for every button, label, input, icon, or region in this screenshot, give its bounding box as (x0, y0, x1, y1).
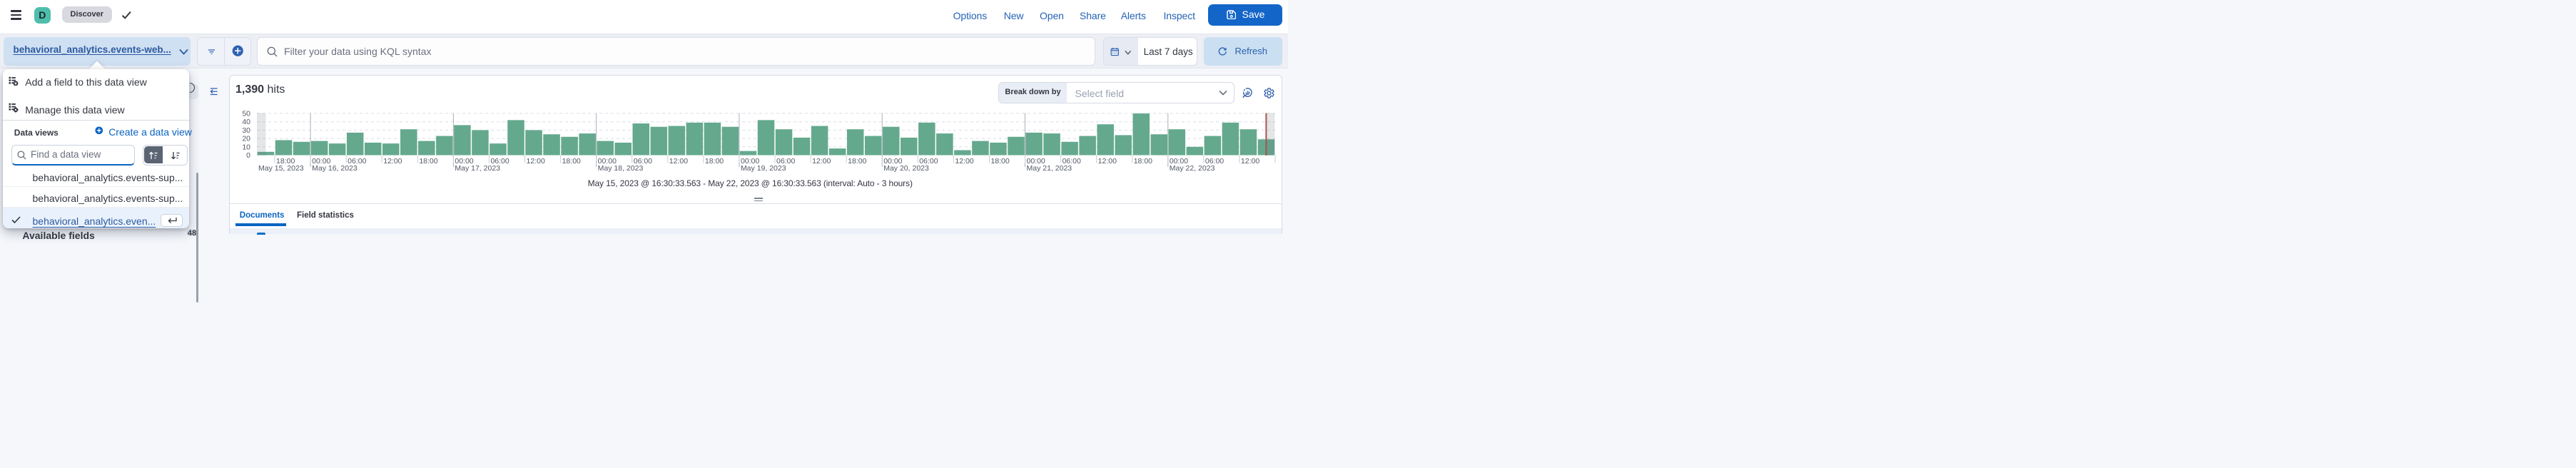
svg-text:10: 10 (242, 143, 250, 151)
svg-text:12:00: 12:00 (527, 157, 545, 166)
svg-text:18:00: 18:00 (848, 157, 866, 166)
svg-text:May 17, 2023: May 17, 2023 (455, 164, 500, 173)
svg-text:00:00: 00:00 (598, 157, 617, 166)
svg-text:May 22, 2023: May 22, 2023 (1170, 164, 1215, 173)
svg-text:18:00: 18:00 (990, 157, 1009, 166)
svg-text:40: 40 (242, 118, 250, 126)
svg-text:May 21, 2023: May 21, 2023 (1027, 164, 1073, 173)
svg-text:06:00: 06:00 (348, 157, 366, 166)
svg-text:06:00: 06:00 (919, 157, 938, 166)
svg-text:06:00: 06:00 (1063, 157, 1081, 166)
svg-text:30: 30 (242, 126, 250, 135)
svg-text:12:00: 12:00 (955, 157, 973, 166)
svg-text:00:00: 00:00 (883, 157, 902, 166)
svg-text:00:00: 00:00 (455, 157, 473, 166)
svg-text:06:00: 06:00 (776, 157, 795, 166)
svg-text:06:00: 06:00 (490, 157, 509, 166)
svg-text:May 16, 2023: May 16, 2023 (312, 164, 358, 173)
svg-text:06:00: 06:00 (1205, 157, 1224, 166)
svg-text:00:00: 00:00 (312, 157, 330, 166)
svg-text:0: 0 (246, 151, 250, 160)
svg-text:20: 20 (242, 135, 250, 143)
svg-text:May 15, 2023: May 15, 2023 (258, 164, 304, 173)
svg-text:18:00: 18:00 (419, 157, 437, 166)
svg-text:00:00: 00:00 (741, 157, 759, 166)
svg-text:18:00: 18:00 (276, 157, 295, 166)
svg-text:12:00: 12:00 (1241, 157, 1259, 166)
svg-text:12:00: 12:00 (812, 157, 831, 166)
svg-text:18:00: 18:00 (562, 157, 581, 166)
svg-text:18:00: 18:00 (705, 157, 724, 166)
svg-text:18:00: 18:00 (1134, 157, 1152, 166)
svg-text:12:00: 12:00 (1098, 157, 1117, 166)
svg-text:00:00: 00:00 (1027, 157, 1045, 166)
svg-text:12:00: 12:00 (669, 157, 688, 166)
svg-text:06:00: 06:00 (634, 157, 652, 166)
svg-text:May 19, 2023: May 19, 2023 (741, 164, 786, 173)
svg-text:May 20, 2023: May 20, 2023 (883, 164, 929, 173)
svg-text:00:00: 00:00 (1170, 157, 1188, 166)
svg-text:50: 50 (242, 110, 250, 118)
svg-text:May 18, 2023: May 18, 2023 (598, 164, 644, 173)
svg-text:12:00: 12:00 (383, 157, 402, 166)
